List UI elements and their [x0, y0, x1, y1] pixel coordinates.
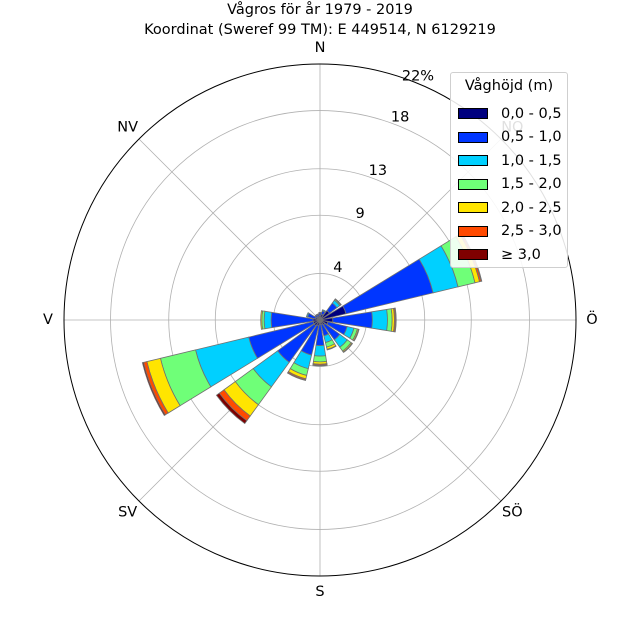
legend-swatch-1 [458, 131, 488, 143]
legend-label-4: 2,0 - 2,5 [501, 199, 562, 216]
radial-tick-0: 4 [333, 260, 342, 276]
legend-title: Våghöjd (m) [464, 78, 554, 94]
compass-label-S: S [315, 584, 324, 600]
compass-label-NW: NV [117, 120, 138, 136]
compass-label-N: N [315, 40, 326, 56]
bar-NNV-band-2 [316, 313, 320, 316]
legend-swatch-6 [458, 249, 488, 261]
legend-label-5: 2,5 - 3,0 [501, 223, 562, 240]
bar-VNV-band-2 [305, 312, 310, 318]
bar-S-band-6 [312, 364, 328, 367]
bar-ÖSÖ-band-5 [353, 328, 360, 342]
legend-item-4: 2,0 - 2,5 [451, 196, 567, 220]
chart-title: Vågros för år 1979 - 2019 [227, 2, 413, 18]
grid-spoke-3 [319, 319, 502, 502]
bar-SV-band-6 [215, 392, 248, 425]
legend-swatch-2 [458, 155, 488, 167]
axis-labels: NNOÖSÖSSVVNV49131822% [43, 40, 598, 600]
legend-label-0: 0,0 - 0,5 [501, 105, 562, 122]
bar-Ö-band-2 [371, 308, 388, 332]
compass-label-SE: SÖ [502, 502, 523, 520]
legend-item-1: 0,5 - 1,0 [451, 126, 567, 150]
radial-max-label: 22% [402, 68, 434, 84]
legend-swatch-0 [458, 108, 488, 120]
legend-label-2: 1,0 - 1,5 [501, 152, 562, 169]
compass-label-SW: SV [118, 504, 137, 520]
bar-NNÖ-band-2 [321, 309, 327, 313]
bar-N-band-2 [318, 312, 322, 314]
chart-title-block: Vågros för år 1979 - 2019 Koordinat (Swe… [0, 0, 640, 40]
bar-S-band-2 [313, 344, 327, 357]
legend-label-1: 0,5 - 1,0 [501, 129, 562, 146]
chart-subtitle: Koordinat (Sweref 99 TM): E 449514, N 61… [144, 22, 496, 38]
bar-S-band-3 [312, 355, 328, 363]
legend-item-3: 1,5 - 2,0 [451, 173, 567, 197]
legend-item-0: 0,0 - 0,5 [451, 102, 567, 126]
legend-label-3: 1,5 - 2,0 [501, 176, 562, 193]
legend-item-2: 1,0 - 1,5 [451, 149, 567, 173]
radial-tick-2: 13 [369, 163, 387, 179]
legend-swatch-5 [458, 225, 488, 237]
legend-label-6: ≥ 3,0 [501, 246, 541, 263]
legend-item-6: ≥ 3,0 [451, 243, 567, 267]
compass-label-E: Ö [586, 310, 597, 328]
rose-bars [141, 232, 483, 425]
compass-label-W: V [43, 312, 53, 328]
bar-V-band-4 [260, 310, 263, 330]
bar-Ö-band-6 [394, 307, 397, 333]
bar-VSV-band-6 [141, 361, 166, 417]
outer-ring [63, 63, 577, 577]
bar-V-band-2 [263, 310, 273, 330]
bar-SÖ-band-5 [342, 342, 354, 354]
legend-swatch-3 [458, 178, 488, 190]
radial-tick-1: 9 [355, 206, 364, 222]
radial-tick-3: 18 [391, 109, 409, 125]
legend-swatch-4 [458, 202, 488, 214]
bar-SSÖ-band-5 [326, 345, 337, 351]
legend-item-5: 2,5 - 3,0 [451, 220, 567, 244]
bar-NV-band-2 [314, 314, 318, 318]
bar-ÖNÖ-band-1 [342, 258, 434, 315]
bar-SSV-band-6 [286, 372, 307, 382]
legend: Våghöjd (m) 0,0 - 0,5 0,5 - 1,0 1,0 - 1,5 1… [450, 72, 568, 268]
grid-spoke-7 [138, 138, 321, 321]
bar-NÖ-band-4 [334, 298, 342, 306]
